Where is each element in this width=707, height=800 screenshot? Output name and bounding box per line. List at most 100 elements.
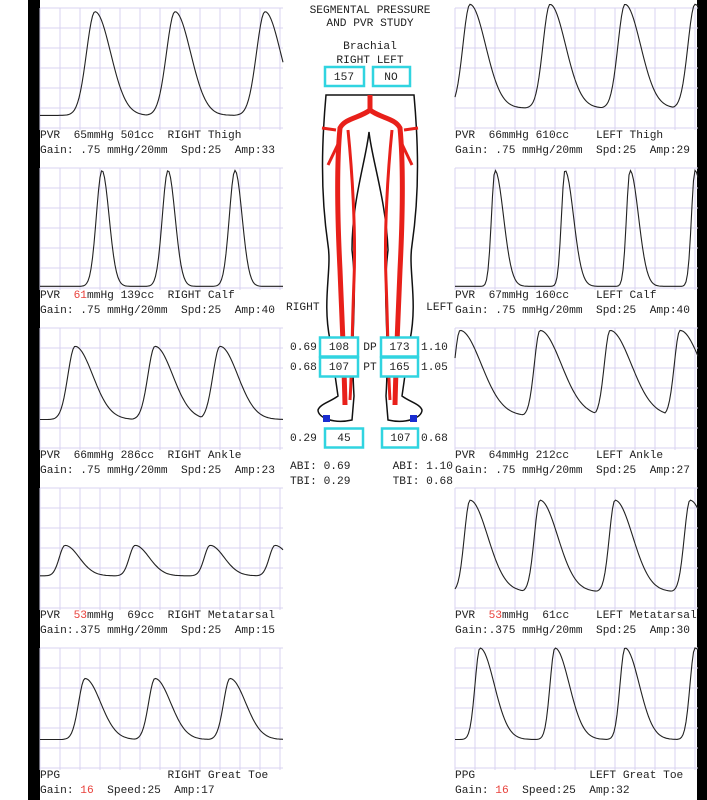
title: SEGMENTAL PRESSURE [310,5,431,17]
waveform [454,3,699,109]
left-border [28,0,40,800]
pressure-value: 108 [329,342,349,354]
segment-pressures: 0.69 108 DP 173 1.10 0.68 107 PT 165 1.05 0.29 45 10… [290,336,448,449]
pressure-value: 165 [389,362,409,374]
panel-caption: Gain: .75 mmHg/20mm Spd:25 Amp:27 [455,465,690,477]
index-value: 1.05 [421,362,448,374]
side-label: LEFT [426,302,453,314]
pressure-box [371,65,412,88]
caption-text: Gain: .75 mmHg/20mm Spd:25 Amp:33 [40,145,275,157]
waveform [40,677,284,741]
right-border [697,0,707,800]
panel-caption: Gain: .75 mmHg/20mm Spd:25 Amp:33 [40,145,275,157]
panel-caption: Gain: .75 mmHg/20mm Spd:25 Amp:40 [40,305,275,317]
waveform [40,345,284,421]
highlight-value: 53 [489,610,502,622]
highlight-value: 16 [80,785,93,797]
index-value: 0.69 [290,342,317,354]
index-value: 0.68 [421,433,448,445]
highlight-value: 61 [74,290,88,302]
caption-text: PVR 66mmHg 286cc RIGHT Ankle [40,450,241,462]
waveform [454,499,699,592]
brachial-label: Brachial [343,41,397,53]
artery-label: PT [363,362,377,374]
waveform-panel: PVR 61mmHg 139cc RIGHT Calf Gain: .75 mmH… [39,167,283,317]
caption-text: mmHg 61cc LEFT Metatarsal [502,610,697,622]
center-info: SEGMENTAL PRESSURE AND PVR STUDY Brachia… [286,5,453,488]
panel-caption: Gain: 16 Speed:25 Amp:17 [40,785,215,797]
waveform-panel: PPG RIGHT Great Toe Gain: 16 Speed:25 Amp… [39,647,284,797]
caption-text: Speed:25 Amp:17 [94,785,215,797]
pressure-value: 45 [337,433,350,445]
panel-caption: Gain:.375 mmHg/20mm Spd:25 Amp:30 [455,625,690,637]
panel-caption: Gain:.375 mmHg/20mm Spd:25 Amp:15 [40,625,275,637]
waveform-panel: PVR 65mmHg 501cc RIGHT Thigh Gain: .75 mm… [39,7,284,157]
panel-caption: PPG LEFT Great Toe [455,770,683,782]
panel-caption: PVR 65mmHg 501cc RIGHT Thigh [40,130,241,142]
caption-text: PPG LEFT Great Toe [455,770,683,782]
caption-text: mmHg 69cc RIGHT Metatarsal [87,610,275,622]
waveform-panel: PVR 64mmHg 212cc LEFT Ankle Gain: .75 mmH… [454,327,699,477]
panels: PVR 65mmHg 501cc RIGHT Thigh Gain: .75 mm… [39,3,699,797]
title: AND PVR STUDY [326,18,414,30]
caption-text: mmHg 139cc RIGHT Calf [87,290,235,302]
side-label: RIGHT [286,302,320,314]
panel-caption: PVR 66mmHg 286cc RIGHT Ankle [40,450,241,462]
panel-caption: Gain: 16 Speed:25 Amp:32 [455,785,630,797]
caption-text: Gain:.375 mmHg/20mm Spd:25 Amp:30 [455,625,690,637]
caption-text: Gain: .75 mmHg/20mm Spd:25 Amp:40 [455,305,690,317]
tbi: TBI: 0.68 [393,476,453,488]
pressure-box [323,427,365,449]
pressure-box [318,356,360,378]
arteries-branches [321,126,419,401]
highlight-value: 53 [74,610,87,622]
caption-text: Speed:25 Amp:32 [509,785,630,797]
caption-text: Gain: .75 mmHg/20mm Spd:25 Amp:27 [455,465,690,477]
abi: ABI: 0.69 [290,461,350,473]
pressure-box [380,427,420,449]
waveform [40,544,284,577]
waveform [455,647,699,741]
waveform-panel: PVR 53mmHg 61cc LEFT Metatarsal Gain:.375… [454,487,699,637]
caption-text: PPG RIGHT Great Toe [40,770,268,782]
caption-text: Gain:.375 mmHg/20mm Spd:25 Amp:15 [40,625,275,637]
caption-text: PVR 67mmHg 160cc LEFT Calf [455,290,656,302]
abi: ABI: 1.10 [393,461,454,473]
waveform [455,169,699,287]
panel-caption: PPG RIGHT Great Toe [40,770,268,782]
toe-marker [323,415,330,422]
caption-text: Gain: .75 mmHg/20mm Spd:25 Amp:29 [455,145,690,157]
panel-caption: Gain: .75 mmHg/20mm Spd:25 Amp:40 [455,305,690,317]
panel-caption: PVR 66mmHg 610cc LEFT Thigh [455,130,663,142]
waveform-panel: PVR 66mmHg 610cc LEFT Thigh Gain: .75 mmH… [454,3,699,157]
pressure-value: 107 [329,362,349,374]
pressure-value: 107 [390,433,410,445]
caption-text: PVR [40,290,74,302]
panel-caption: Gain: .75 mmHg/20mm Spd:25 Amp:23 [40,465,275,477]
pressure-box [379,356,420,378]
waveform-panel: PVR 66mmHg 286cc RIGHT Ankle Gain: .75 mm… [39,327,284,477]
caption-text: Gain: [40,785,80,797]
waveform [40,169,283,287]
pressure-value: 173 [389,342,409,354]
waveform [40,11,284,116]
toe-marker [410,415,417,422]
index-value: 1.10 [421,342,448,354]
caption-text: Gain: .75 mmHg/20mm Spd:25 Amp:23 [40,465,275,477]
brachial-value: NO [384,72,398,84]
caption-text: Gain: [455,785,495,797]
panel-caption: PVR 61mmHg 139cc RIGHT Calf [40,290,235,302]
caption-text: Gain: .75 mmHg/20mm Spd:25 Amp:40 [40,305,275,317]
panel-caption: PVR 67mmHg 160cc LEFT Calf [455,290,656,302]
tbi: TBI: 0.29 [290,476,350,488]
brachial-value: 157 [334,72,354,84]
caption-text: PVR [40,610,74,622]
waveform [454,329,699,416]
caption-text: PVR [455,610,489,622]
panel-caption: PVR 53mmHg 69cc RIGHT Metatarsal [40,610,275,622]
panel-caption: PVR 64mmHg 212cc LEFT Ankle [455,450,663,462]
panel-caption: Gain: .75 mmHg/20mm Spd:25 Amp:29 [455,145,690,157]
pressure-box [323,65,366,88]
caption-text: PVR 64mmHg 212cc LEFT Ankle [455,450,663,462]
